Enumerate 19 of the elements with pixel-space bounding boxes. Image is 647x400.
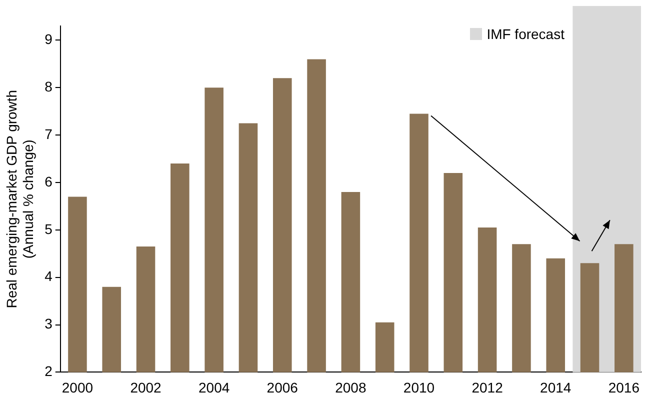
y-tick-label: 3 (44, 316, 53, 332)
x-tick-label: 2004 (198, 379, 230, 396)
x-tick-label: 2016 (608, 379, 640, 396)
x-tick-label: 2000 (62, 379, 94, 396)
x-tick-label: 2014 (540, 379, 572, 396)
x-tick-label: 2002 (130, 379, 162, 396)
y-tick-label: 6 (44, 173, 53, 190)
y-tick-label: 5 (44, 220, 53, 237)
x-tick-label: 2010 (403, 379, 435, 396)
y-tick-label: 8 (44, 78, 53, 95)
y-tick-label: 9 (44, 31, 53, 48)
y-axis-title: Real emerging-market GDP growth (Annual % change) (3, 90, 36, 308)
x-tick-label: 2008 (335, 379, 366, 396)
y-tick-label: 7 (44, 126, 53, 142)
band-label: IMF forecast (486, 26, 564, 42)
y-tick-label: 4 (44, 268, 53, 284)
x-tick-label: 2012 (472, 379, 504, 396)
x-tick-label: 2006 (266, 379, 298, 396)
y-tick-label: 2 (44, 363, 53, 380)
